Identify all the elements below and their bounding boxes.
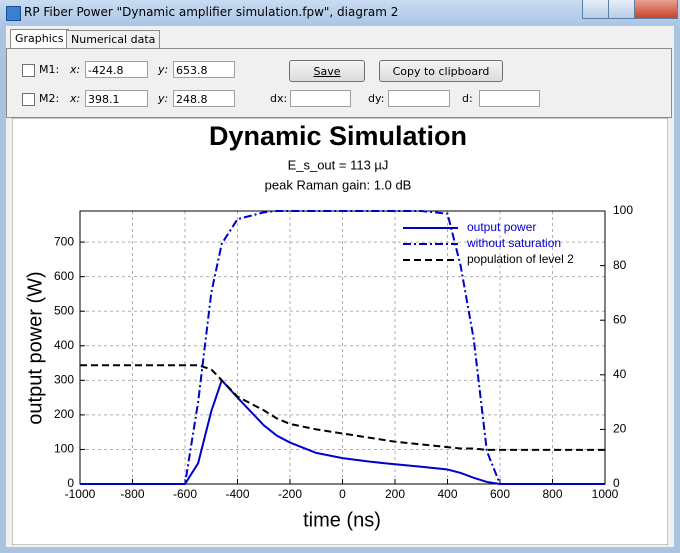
x-tick-label: -600 <box>173 487 197 501</box>
x-axis-label: time (ns) <box>303 509 381 531</box>
marker-label: M2: <box>39 92 60 105</box>
title-bar <box>0 0 680 26</box>
text-input[interactable]: 653.8 <box>173 61 235 78</box>
chart: Dynamic Simulation E_s_out = 113 µJ peak… <box>12 118 668 545</box>
x-tick-label: 800 <box>542 487 562 501</box>
series-line <box>80 210 605 485</box>
x-tick-label: 1000 <box>592 487 619 501</box>
x-tick-label: -400 <box>225 487 249 501</box>
x-tick-label: 0 <box>339 487 346 501</box>
tab[interactable]: Graphics <box>10 29 69 49</box>
chart-subtitle: peak Raman gain: 1.0 dB <box>265 177 412 192</box>
button[interactable]: Copy to clipboard <box>379 60 503 82</box>
y-tick-label: 700 <box>54 234 74 248</box>
y-axis-label: output power (W) <box>24 271 46 424</box>
window-title: RP Fiber Power "Dynamic amplifier simula… <box>24 5 399 19</box>
text-input[interactable] <box>290 90 351 107</box>
button[interactable]: Save <box>289 60 365 82</box>
y-tick-label: 0 <box>67 476 74 490</box>
y-tick-label: 300 <box>54 373 74 387</box>
chart-background <box>12 118 668 545</box>
close-button[interactable] <box>634 0 678 19</box>
text-input[interactable] <box>388 90 450 107</box>
maximize-button[interactable] <box>608 0 636 19</box>
y-tick-label: 400 <box>54 338 74 352</box>
y2-tick-label: 40 <box>613 367 627 381</box>
y2-tick-label: 0 <box>613 476 620 490</box>
text-input[interactable]: -424.8 <box>85 61 148 78</box>
y2-tick-label: 60 <box>613 312 627 326</box>
chart-title: Dynamic Simulation <box>209 121 467 151</box>
text-input[interactable]: 248.8 <box>173 90 235 107</box>
x-tick-label: -200 <box>278 487 302 501</box>
x-tick-label: 400 <box>437 487 457 501</box>
chart-subtitle: E_s_out = 113 µJ <box>288 157 389 172</box>
legend-label: without saturation <box>466 236 561 250</box>
checkbox[interactable] <box>22 64 35 77</box>
x-tick-label: -800 <box>120 487 144 501</box>
x-tick-label: 200 <box>385 487 405 501</box>
marker-label: M1: <box>39 63 60 76</box>
y-tick-label: 100 <box>54 442 74 456</box>
x-tick-label: -1000 <box>65 487 96 501</box>
y2-tick-label: 80 <box>613 258 627 272</box>
app-icon <box>6 6 21 21</box>
field-label: x: <box>70 92 81 105</box>
series-line <box>80 364 605 451</box>
legend-label: population of level 2 <box>467 252 574 266</box>
text-input[interactable] <box>479 90 540 107</box>
field-label: x: <box>70 63 81 76</box>
y-tick-label: 200 <box>54 407 74 421</box>
tab[interactable]: Numerical data <box>66 30 161 48</box>
checkbox[interactable] <box>22 93 35 106</box>
y2-tick-label: 20 <box>613 422 627 436</box>
text-input[interactable]: 398.1 <box>85 90 148 107</box>
x-tick-label: 600 <box>490 487 510 501</box>
field-label: dx: <box>270 92 288 105</box>
field-label: d: <box>462 92 473 105</box>
field-label: y: <box>158 63 169 76</box>
y-tick-label: 500 <box>54 303 74 317</box>
minimize-button[interactable] <box>582 0 610 19</box>
y2-tick-label: 100 <box>613 203 633 217</box>
series-line <box>80 378 605 485</box>
field-label: y: <box>158 92 169 105</box>
legend-label: output power <box>467 220 536 234</box>
y-tick-label: 600 <box>54 269 74 283</box>
field-label: dy: <box>368 92 385 105</box>
